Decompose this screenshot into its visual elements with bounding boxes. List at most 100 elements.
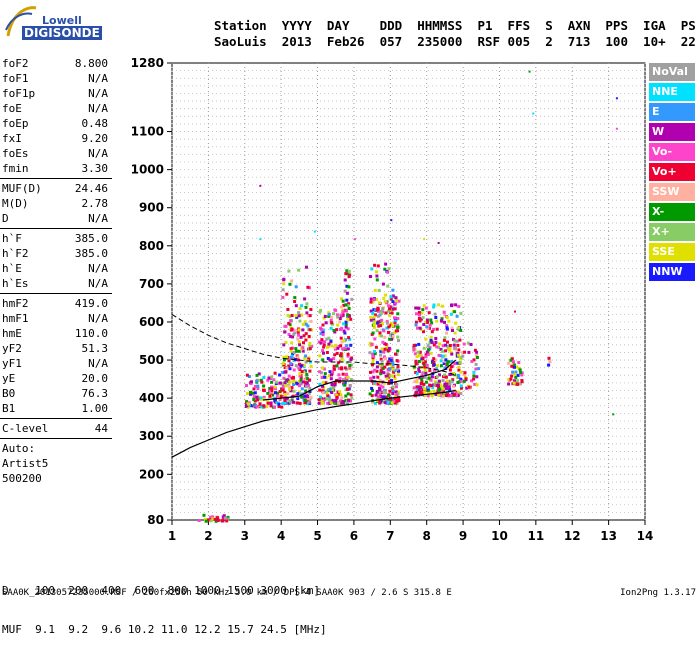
echo-point bbox=[347, 302, 351, 306]
echo-point bbox=[420, 392, 424, 396]
legend-item-x: X- bbox=[649, 203, 695, 221]
file-info-footer: SAA0K_2013057235000.RSF / 260fx256h 50 k… bbox=[2, 588, 452, 598]
param-row-hes: h`Es N/A bbox=[0, 276, 112, 291]
echo-point bbox=[280, 405, 284, 409]
echo-point bbox=[426, 391, 430, 395]
echo-point bbox=[292, 389, 296, 393]
echo-point bbox=[262, 388, 265, 392]
echo-point bbox=[287, 374, 291, 378]
echo-point bbox=[272, 378, 276, 382]
param-row-fof2: foF2 8.800 bbox=[0, 56, 112, 71]
echo-point bbox=[379, 369, 383, 373]
param-value: 0.48 bbox=[81, 117, 109, 130]
echo-point bbox=[387, 394, 391, 398]
echo-point bbox=[343, 289, 347, 293]
echo-point bbox=[322, 367, 326, 371]
header-value-0: SaoLuis bbox=[214, 34, 282, 49]
echo-point bbox=[259, 378, 263, 382]
echo-point bbox=[381, 307, 385, 311]
muf-d-unit: [km] bbox=[293, 584, 321, 597]
echo-point bbox=[417, 370, 421, 373]
echo-point bbox=[321, 358, 325, 362]
echo-point bbox=[281, 361, 285, 365]
echo-point bbox=[326, 401, 330, 405]
echo-point bbox=[329, 339, 333, 343]
echo-point bbox=[462, 372, 466, 376]
echo-point bbox=[302, 334, 306, 338]
echo-point bbox=[304, 332, 308, 336]
echo-point-isolated bbox=[615, 97, 618, 100]
x-tick-label: 11 bbox=[527, 529, 544, 543]
param-value: 76.3 bbox=[81, 387, 109, 400]
echo-point bbox=[419, 388, 423, 392]
echo-point bbox=[388, 314, 392, 318]
param-row-hmf1: hmF1 N/A bbox=[0, 311, 112, 326]
echo-point bbox=[459, 357, 463, 361]
echo-point bbox=[388, 337, 392, 341]
echo-point bbox=[379, 309, 383, 313]
echo-point bbox=[396, 335, 400, 339]
echo-point bbox=[278, 381, 282, 385]
echo-point bbox=[330, 383, 334, 386]
echo-point bbox=[389, 321, 393, 325]
echo-point bbox=[415, 388, 419, 392]
echo-point bbox=[432, 327, 436, 331]
echo-point bbox=[332, 312, 336, 316]
echo-point bbox=[349, 378, 353, 381]
echo-point bbox=[281, 401, 285, 405]
param-name: foF1p bbox=[2, 87, 36, 100]
echo-point bbox=[346, 327, 350, 331]
echo-point bbox=[433, 383, 437, 387]
echo-point bbox=[339, 352, 343, 356]
echo-point bbox=[517, 361, 521, 364]
echo-point bbox=[350, 297, 354, 301]
echo-point bbox=[445, 360, 449, 364]
echo-point bbox=[320, 400, 324, 404]
echo-point bbox=[472, 374, 476, 378]
y-tick-label: 700 bbox=[139, 277, 164, 291]
echo-point bbox=[259, 396, 263, 400]
echo-point bbox=[301, 328, 305, 332]
echo-point bbox=[321, 331, 325, 335]
echo-point bbox=[245, 404, 249, 408]
echo-point bbox=[292, 376, 295, 380]
echo-point bbox=[301, 346, 305, 350]
echo-point bbox=[385, 395, 389, 399]
echo-point bbox=[390, 337, 393, 341]
echo-point bbox=[324, 381, 328, 385]
echo-point bbox=[265, 405, 269, 409]
echo-point bbox=[453, 362, 457, 365]
echo-point bbox=[335, 395, 339, 399]
echo-point bbox=[375, 361, 379, 365]
echo-point bbox=[327, 374, 331, 378]
echo-point bbox=[255, 373, 259, 377]
echo-point bbox=[318, 370, 322, 374]
echo-point bbox=[344, 372, 348, 376]
echo-point bbox=[303, 320, 307, 324]
echo-point bbox=[371, 361, 375, 365]
echo-point bbox=[330, 321, 334, 325]
echo-point bbox=[297, 390, 301, 394]
echo-point bbox=[273, 385, 277, 389]
ionogram-header: Station YYYY DAY DDD HHMMSS P1 FFS S AXN… bbox=[214, 18, 700, 50]
echo-point bbox=[380, 347, 384, 351]
echo-point bbox=[420, 380, 424, 384]
echo-point bbox=[308, 397, 312, 401]
echo-point bbox=[291, 356, 295, 360]
echo-point bbox=[349, 343, 353, 347]
echo-point bbox=[348, 366, 352, 370]
echo-point bbox=[336, 346, 340, 350]
echo-point bbox=[386, 284, 390, 288]
echo-point bbox=[245, 384, 248, 387]
echo-point bbox=[423, 387, 427, 391]
param-separator bbox=[0, 228, 112, 229]
echo-point bbox=[390, 401, 394, 405]
echo-point bbox=[371, 331, 375, 335]
echo-point bbox=[336, 323, 340, 327]
echo-point bbox=[443, 354, 447, 358]
echo-point bbox=[343, 366, 347, 370]
echo-point bbox=[432, 357, 436, 361]
header-values: SaoLuis 2013 Feb26 057 235000 RSF 005 2 … bbox=[214, 34, 700, 50]
echo-point bbox=[330, 344, 334, 348]
echo-point bbox=[321, 380, 325, 384]
